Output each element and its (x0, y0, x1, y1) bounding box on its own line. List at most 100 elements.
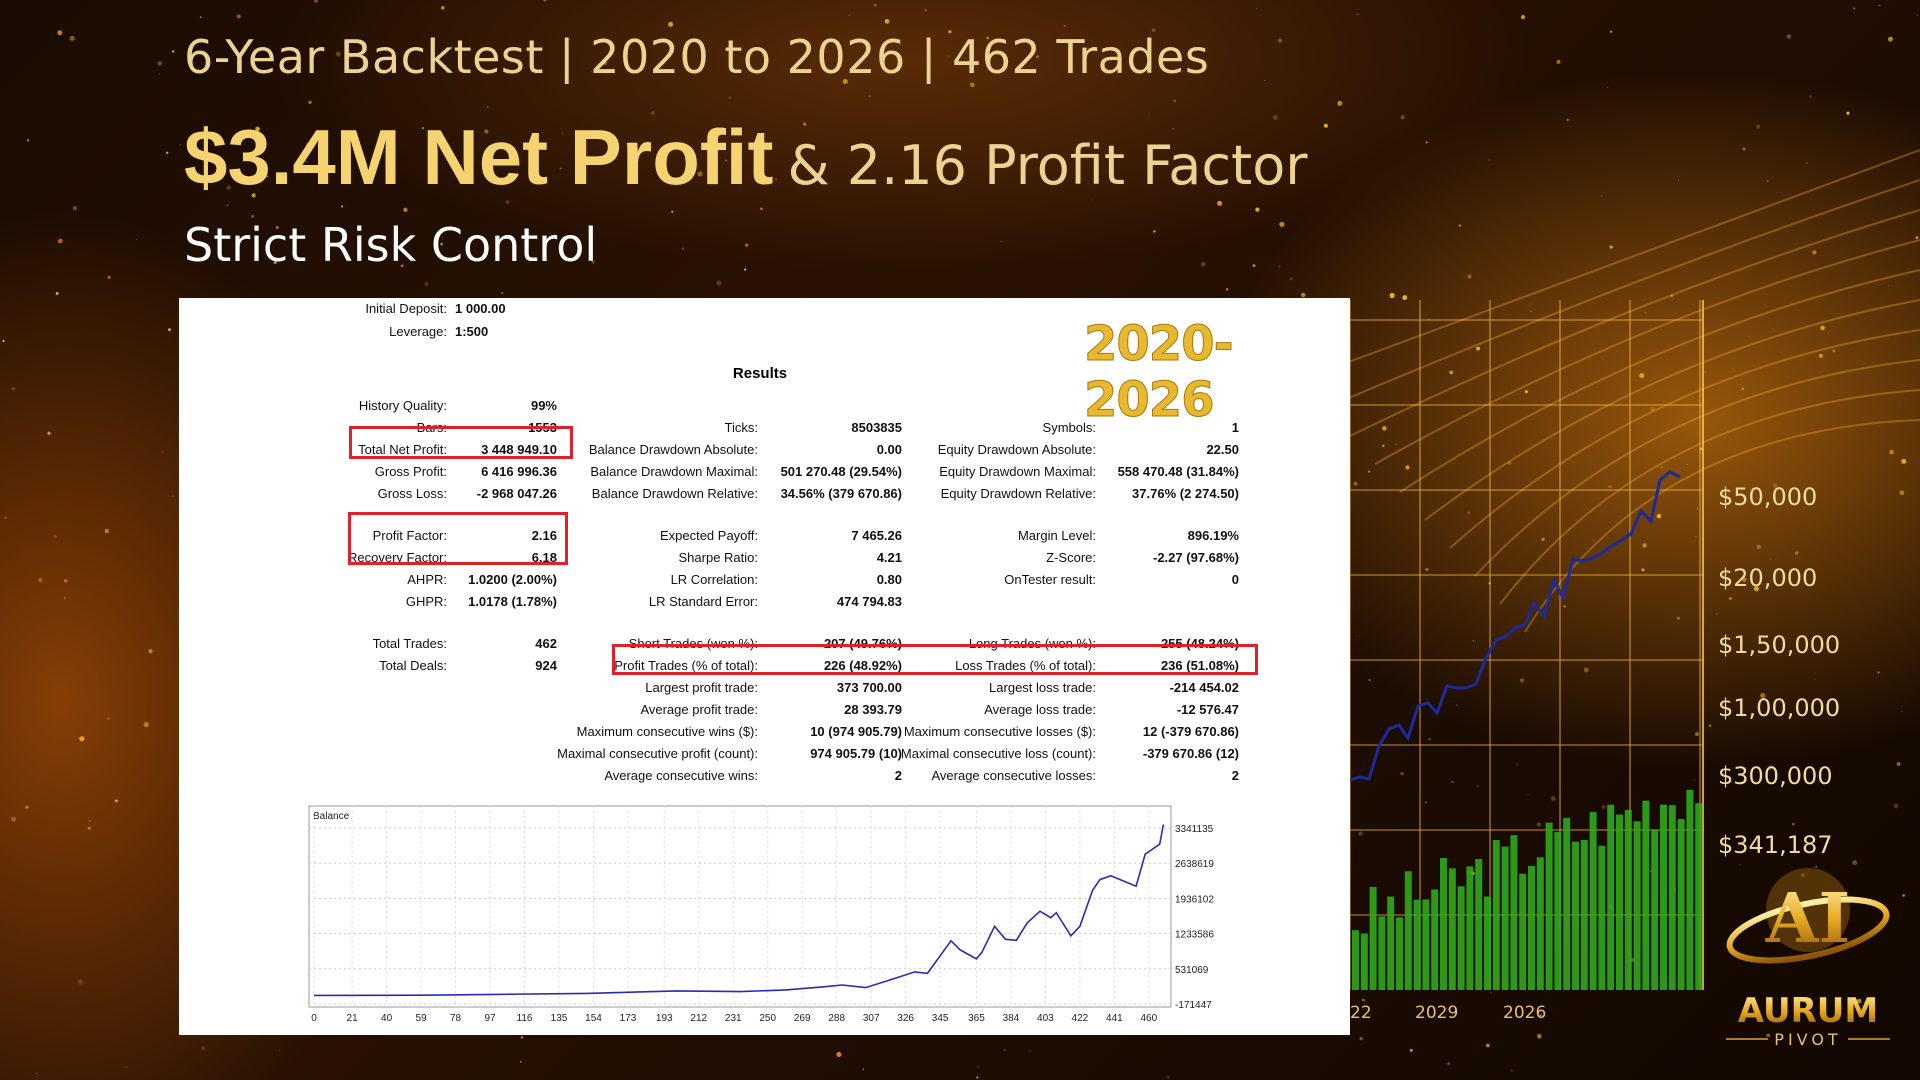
sparkle (1676, 616, 1680, 620)
sparkle (57, 30, 63, 36)
sparkle (1520, 15, 1526, 20)
col3-value: 22.50 (1206, 442, 1239, 457)
col2-label: Balance Drawdown Maximal: (590, 464, 758, 479)
sparkle (1650, 870, 1652, 872)
sparkle (1819, 353, 1823, 358)
col1-value: 6.18 (531, 550, 557, 565)
sparkle (1217, 200, 1223, 206)
bg-bar (1536, 857, 1544, 990)
sparkle (716, 280, 722, 286)
sparkle (1820, 325, 1825, 331)
sparkle (204, 133, 208, 137)
sparkle (1742, 147, 1746, 151)
light-streak (1499, 389, 1920, 605)
col1-value: 99% (530, 398, 557, 413)
x-tick-label: 345 (932, 1013, 949, 1024)
col3-value: -2.27 (97.68%) (1153, 550, 1239, 565)
col2-label: LR Standard Error: (648, 594, 758, 609)
sparkle (251, 215, 254, 218)
sparkle (1893, 803, 1899, 809)
sparkle (1425, 141, 1428, 144)
sparkle (1741, 387, 1744, 390)
col1-value: 3 448 949.10 (481, 442, 557, 457)
bg-bar (1440, 857, 1447, 990)
sparkle (1852, 7, 1856, 10)
sparkle (969, 82, 975, 88)
highlight-net-profit (349, 426, 573, 459)
sparkle (38, 577, 43, 583)
light-streak (1524, 419, 1920, 633)
col2-label: Maximum consecutive wins ($): (576, 724, 758, 739)
sparkle (403, 207, 408, 212)
sparkle (1896, 762, 1901, 766)
bg-bar (1528, 865, 1535, 990)
sparkle (1678, 180, 1680, 181)
sparkle (171, 50, 175, 53)
net-profit-text: $3.4M Net Profit (184, 113, 774, 201)
sparkle (1337, 100, 1343, 106)
sparkle (1541, 537, 1545, 541)
sparkle (1674, 458, 1676, 460)
sparkle (1353, 481, 1358, 486)
bg-bar (1616, 814, 1623, 990)
sparkle (976, 1076, 979, 1079)
x-tick-label: 460 (1141, 1013, 1158, 1024)
sparkle (1902, 894, 1905, 897)
sparkle (591, 260, 595, 264)
bg-bar (1457, 886, 1465, 990)
sparkle (266, 175, 269, 178)
x-tick-label: 212 (690, 1013, 707, 1024)
sparkle (848, 14, 850, 16)
col3-value: 1 (1231, 420, 1239, 435)
sparkle (1000, 240, 1002, 242)
sparkle (1887, 36, 1893, 42)
col3-value: -379 670.86 (12) (1142, 746, 1239, 761)
col3-value: 2 (1231, 768, 1239, 783)
bg-bar (1589, 812, 1597, 990)
sparkle (69, 35, 75, 41)
sparkle (1273, 114, 1279, 120)
sparkle (1814, 678, 1816, 680)
col2-value: 226 (48.92%) (823, 658, 902, 673)
sparkle (1800, 873, 1806, 878)
col1-label: Gross Profit: (374, 464, 447, 479)
sparkle (671, 210, 674, 213)
sparkle (1889, 450, 1894, 455)
sparkle (520, 1036, 524, 1039)
sparkle (1368, 679, 1371, 681)
sparkle (279, 1049, 281, 1051)
sparkle (1760, 693, 1766, 699)
bg-bar (1369, 886, 1377, 990)
sparkle (1601, 805, 1606, 809)
col1-label: Total Net Profit: (358, 442, 447, 457)
sparkle (519, 1061, 522, 1063)
col3-label: Maximum consecutive losses ($): (903, 724, 1096, 739)
sparkle (774, 178, 778, 181)
sparkle (1456, 704, 1458, 706)
col1-value: 462 (535, 636, 557, 651)
sparkle (308, 100, 312, 105)
sparkle (948, 30, 952, 34)
bg-bar (1607, 804, 1615, 990)
x-tick-label: 365 (968, 1013, 985, 1024)
col3-label: Z-Score: (1046, 550, 1096, 565)
x-tick-label: 154 (585, 1013, 602, 1024)
sparkle (1395, 443, 1398, 446)
sparkle (64, 579, 68, 583)
sparkle (88, 820, 91, 823)
col1-label: GHPR: (405, 594, 447, 609)
col1-label: History Quality: (358, 398, 447, 413)
bg-bar (1360, 933, 1368, 990)
sparkle (487, 106, 489, 108)
col3-value: 37.76% (2 274.50) (1132, 486, 1239, 501)
sparkle (1563, 605, 1566, 608)
sparkle (1786, 34, 1792, 39)
svg-text:AURUM: AURUM (1738, 991, 1879, 1031)
sparkle (1425, 567, 1429, 572)
sparkle (1166, 1075, 1170, 1079)
sparkle (1151, 28, 1156, 32)
bg-y-label: $1,00,000 (1718, 694, 1840, 722)
sparkle (165, 151, 169, 155)
sparkle (251, 193, 256, 198)
sparkle (47, 431, 51, 435)
